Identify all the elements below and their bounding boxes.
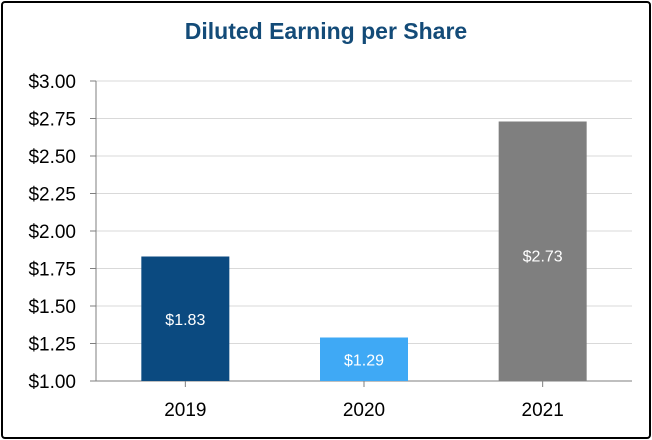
y-tick-label: $1.50 [28, 297, 76, 318]
bar [498, 121, 587, 381]
x-tick-label: 2021 [522, 400, 564, 421]
y-tick-label: $2.25 [28, 185, 76, 206]
bar [141, 256, 230, 381]
bar [320, 337, 408, 381]
x-tick-label: 2019 [164, 400, 206, 421]
y-tick-label: $2.75 [28, 110, 76, 131]
data-label: $1.29 [344, 352, 384, 369]
chart-title: Diluted Earning per Share [184, 18, 468, 44]
y-tick-label: $2.00 [28, 222, 76, 243]
data-label: $1.83 [165, 312, 205, 329]
y-tick-label: $1.00 [28, 372, 76, 393]
y-tick-label: $3.00 [28, 72, 76, 93]
y-tick-label: $1.75 [28, 260, 76, 281]
y-tick-label: $1.25 [28, 335, 76, 356]
data-label: $2.73 [523, 249, 563, 266]
y-tick-label: $2.50 [28, 147, 76, 168]
x-tick-label: 2020 [343, 400, 385, 421]
